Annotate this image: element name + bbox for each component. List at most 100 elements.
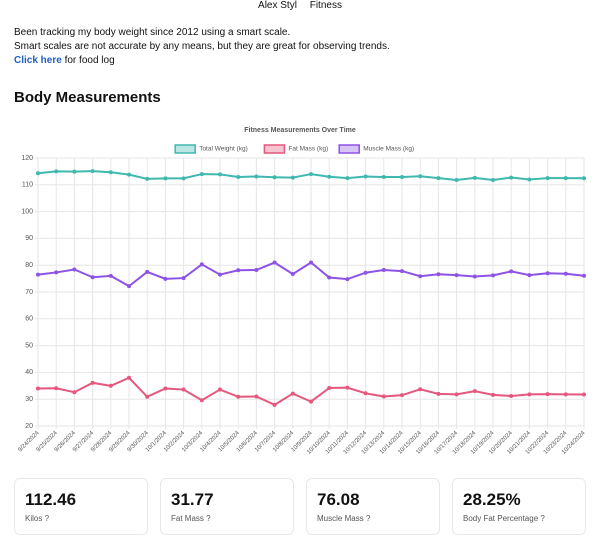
data-point [199,172,204,177]
stat-label: Fat Mass ? [171,514,211,523]
data-point [454,177,459,182]
data-point [90,380,95,385]
intro-line: Been tracking my body weight since 2012 … [14,27,291,38]
food-log-link[interactable]: Click here [14,55,62,66]
data-point [363,174,368,179]
data-point [563,271,568,276]
data-point [381,268,386,273]
legend-swatch [174,144,196,154]
stat-label: Muscle Mass ? [317,514,371,523]
data-point [472,175,477,180]
nav-link[interactable]: Fitness [309,0,342,11]
stat-card: 76.08 Muscle Mass ? [306,478,440,535]
data-point [163,386,168,391]
data-point [491,177,495,182]
chart-title: Fitness Measurements Over Time [244,127,356,134]
data-point [181,276,186,281]
data-point [127,375,131,380]
intro-link-row: Click here for food log [14,54,390,68]
data-point [36,171,40,176]
heading: Body Measurements [14,89,161,106]
data-point [163,176,168,181]
data-point [454,273,459,278]
intro-line: Smart scales are not accurate by any mea… [14,41,390,52]
data-point [327,385,332,390]
data-point [545,271,550,276]
data-point [127,172,131,177]
data-point [491,392,495,397]
data-point [54,270,59,275]
data-point [545,176,550,181]
data-point [272,260,277,265]
legend-label: Fat Mass (kg) [288,146,328,153]
data-point [309,260,313,265]
data-point [509,393,514,398]
data-point [54,386,59,391]
data-point [472,274,477,279]
data-point [36,272,40,277]
data-point [527,392,532,397]
data-point [181,387,186,392]
data-point [418,274,423,279]
stat-value: 28.25% [463,490,521,509]
data-point [290,175,295,180]
data-point [108,170,113,175]
data-point [36,386,40,391]
stat-card: 28.25% Body Fat Percentage ? [452,478,586,535]
data-point [90,275,95,280]
data-point [527,273,532,278]
data-point [563,392,568,397]
stat-value: 31.77 [171,490,214,509]
y-tick-label: 100 [21,208,33,215]
legend-swatch [338,144,360,154]
data-point [472,389,477,394]
data-point [218,172,222,177]
data-point [400,269,404,274]
y-tick-label: 80 [25,262,33,269]
stat-label: Body Fat Percentage ? [463,514,545,523]
data-point [254,268,259,273]
data-point [327,275,332,280]
data-point [436,176,441,181]
data-point [491,273,495,278]
brand[interactable]: Alex Styl [258,0,297,11]
data-point [145,269,150,274]
data-point [345,176,350,181]
data-point [181,176,186,181]
data-point [90,169,95,174]
link-suffix: for food log [64,55,115,66]
nav: Alex Styl Fitness [0,0,600,11]
data-point [108,383,113,388]
data-point [436,391,441,396]
data-point [163,276,168,281]
data-point [582,392,586,397]
y-tick-label: 90 [25,235,33,242]
data-point [54,169,59,174]
data-point [254,174,259,179]
data-point [400,175,404,180]
data-point [509,269,514,274]
data-point [145,394,150,399]
data-point [127,284,131,289]
data-point [218,387,222,392]
data-point [236,394,241,399]
data-point [545,392,550,397]
data-point [309,172,313,177]
data-point [582,176,586,181]
data-point [272,402,277,407]
y-tick-label: 70 [25,289,33,296]
data-point [345,385,350,390]
data-point [400,393,404,398]
y-tick-label: 30 [25,396,33,403]
data-point [436,272,441,277]
data-point [363,391,368,396]
data-point [418,174,423,179]
data-point [582,273,586,278]
y-tick-label: 120 [21,155,33,162]
y-tick-label: 110 [22,182,33,189]
legend-label: Muscle Mass (kg) [363,146,414,153]
legend-label: Total Weight (kg) [199,146,248,153]
data-point [309,399,313,404]
